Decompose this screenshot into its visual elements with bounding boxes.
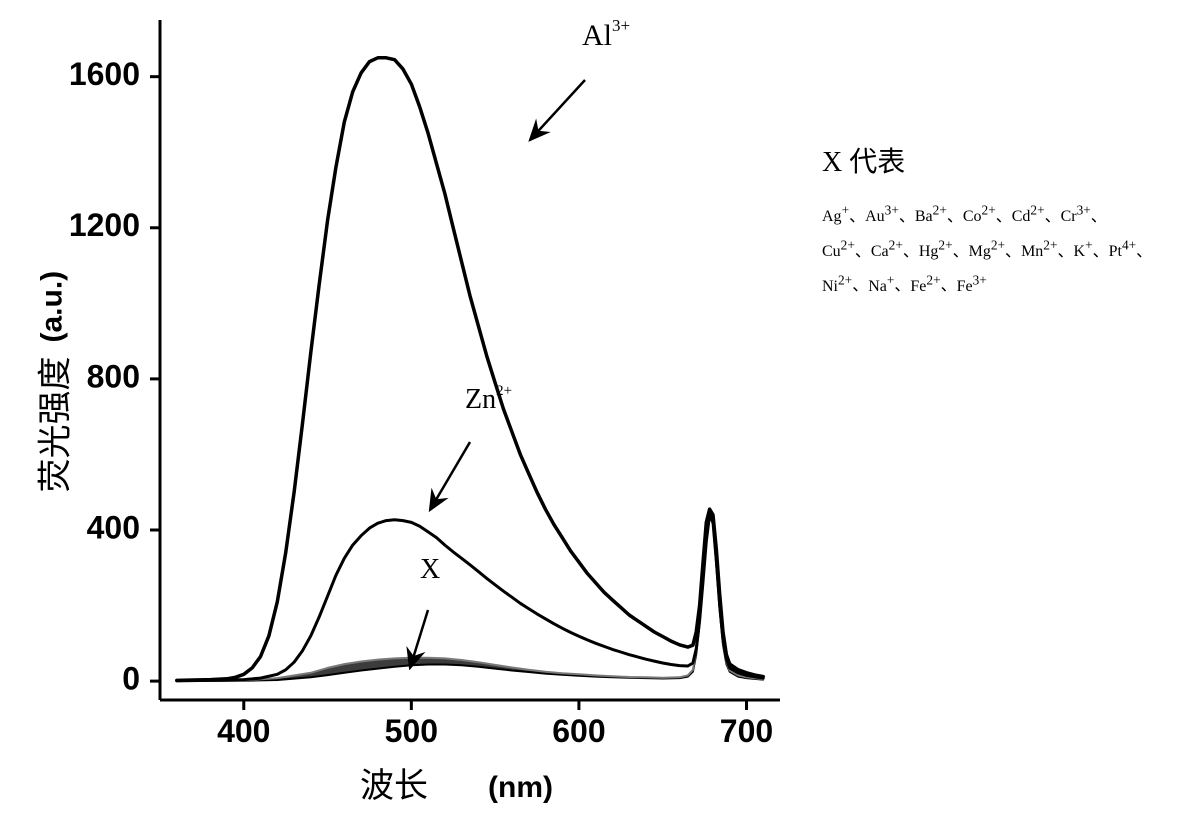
x-axis-label-cjk: 波长: [360, 758, 428, 807]
legend-ion: Mg2+: [969, 243, 1005, 260]
legend-separator: 、: [1136, 243, 1152, 260]
series-al3: [177, 58, 763, 681]
y-tick-label: 800: [87, 358, 140, 394]
zn-label-arrow: [430, 442, 470, 510]
legend-separator: 、: [903, 243, 919, 260]
legend-ion: Cr3+: [1061, 208, 1091, 225]
legend-separator: 、: [855, 243, 871, 260]
legend-separator: 、: [1005, 243, 1021, 260]
al-label: Al3+: [582, 16, 630, 52]
legend-ion: Cu2+: [822, 243, 855, 260]
legend-ion: Mn2+: [1021, 243, 1057, 260]
chart-svg: 040080012001600400500600700Al3+Zn2+X: [0, 0, 1200, 816]
series-x-band: [177, 513, 763, 681]
legend-ion-row: Cu2+、Ca2+、Hg2+、Mg2+、Mn2+、K+、Pt4+、: [822, 233, 1152, 268]
x-axis-label-unit: (nm): [488, 771, 553, 805]
series-x_lower: [177, 515, 763, 681]
legend-separator: 、: [849, 208, 865, 225]
legend-ion-row: Ag+、Au3+、Ba2+、Co2+、Cd2+、Cr3+、: [822, 198, 1152, 233]
y-tick-label: 0: [122, 661, 140, 697]
legend-ion: Na+: [868, 278, 894, 295]
al-label-arrow: [530, 80, 585, 140]
legend-separator: 、: [894, 278, 910, 295]
y-tick-label: 400: [87, 509, 140, 545]
x-tick-label: 500: [385, 713, 438, 749]
legend-x-represents: X 代表 Ag+、Au3+、Ba2+、Co2+、Cd2+、Cr3+、Cu2+、C…: [822, 140, 1152, 302]
legend-separator: 、: [1057, 243, 1073, 260]
legend-separator: 、: [1045, 208, 1061, 225]
legend-title-text: 代表: [849, 147, 905, 178]
legend-ion: Ni2+: [822, 278, 852, 295]
legend-separator: 、: [1091, 208, 1107, 225]
x-axis-label: 波长 (nm): [360, 758, 553, 807]
legend-separator: 、: [953, 243, 969, 260]
legend-separator: 、: [941, 278, 957, 295]
legend-title-x: X: [822, 147, 849, 178]
legend-ion: Pt4+: [1109, 243, 1137, 260]
legend-ion: Au3+: [865, 208, 899, 225]
legend-ion: Fe2+: [910, 278, 940, 295]
legend-ion: Ba2+: [915, 208, 947, 225]
y-axis-label-unit: (a.u.): [35, 271, 69, 343]
fluorescence-spectrum-chart: 040080012001600400500600700Al3+Zn2+X 荧光强…: [0, 0, 1200, 816]
series-zn2: [177, 515, 763, 681]
y-axis-label-cjk: 荧光强度: [28, 357, 77, 493]
legend-ion-row: Ni2+、Na+、Fe2+、Fe3+: [822, 267, 1152, 302]
series-x_upper: [177, 513, 763, 681]
x-tick-label: 600: [552, 713, 605, 749]
legend-title: X 代表: [822, 140, 1152, 180]
x-tick-label: 400: [217, 713, 270, 749]
legend-ion: Ca2+: [871, 243, 903, 260]
legend-ion: Cd2+: [1012, 208, 1045, 225]
y-tick-label: 1200: [69, 207, 140, 243]
legend-separator: 、: [996, 208, 1012, 225]
legend-separator: 、: [947, 208, 963, 225]
legend-separator: 、: [899, 208, 915, 225]
legend-ion: Ag+: [822, 208, 849, 225]
legend-ion: Hg2+: [919, 243, 953, 260]
y-tick-label: 1600: [69, 56, 140, 92]
legend-ion: K+: [1074, 243, 1093, 260]
legend-separator: 、: [852, 278, 868, 295]
legend-ion-list: Ag+、Au3+、Ba2+、Co2+、Cd2+、Cr3+、Cu2+、Ca2+、H…: [822, 198, 1152, 302]
y-axis-label: 荧光强度 (a.u.): [28, 213, 77, 493]
legend-separator: 、: [1093, 243, 1109, 260]
x-label: X: [420, 554, 440, 585]
legend-ion: Fe3+: [957, 278, 987, 295]
legend-ion: Co2+: [963, 208, 996, 225]
x-tick-label: 700: [720, 713, 773, 749]
